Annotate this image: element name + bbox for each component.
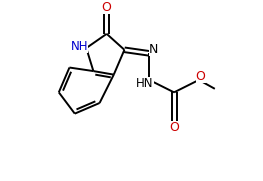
Text: NH: NH	[70, 40, 88, 53]
Text: O: O	[169, 121, 179, 134]
Text: O: O	[196, 70, 206, 83]
Text: HN: HN	[136, 77, 154, 90]
Text: N: N	[149, 43, 158, 56]
Text: O: O	[102, 1, 112, 14]
